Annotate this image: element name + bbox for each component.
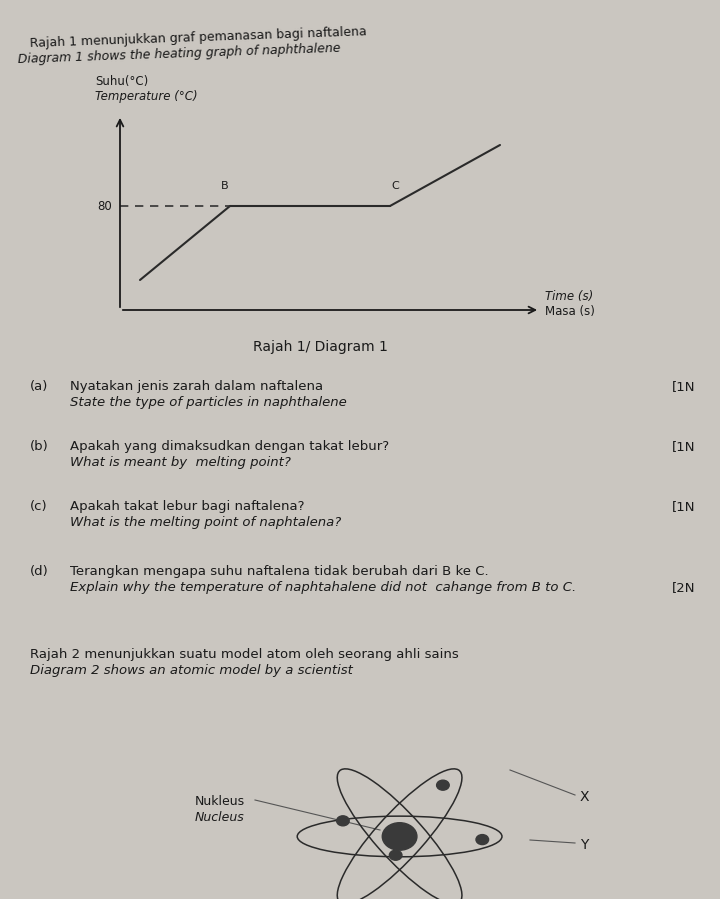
Text: Nukleus: Nukleus: [195, 795, 245, 808]
Text: (b): (b): [30, 440, 49, 453]
Text: State the type of particles in naphthalene: State the type of particles in naphthale…: [70, 396, 347, 409]
Text: What is the melting point of naphtalena?: What is the melting point of naphtalena?: [70, 516, 341, 529]
Text: [1N: [1N: [672, 380, 695, 393]
Circle shape: [436, 780, 449, 790]
Text: [1N: [1N: [672, 440, 695, 453]
Text: 80: 80: [97, 200, 112, 212]
Text: Time (s): Time (s): [545, 290, 593, 303]
Text: B: B: [221, 181, 229, 191]
Text: Terangkan mengapa suhu naftalena tidak berubah dari B ke C.: Terangkan mengapa suhu naftalena tidak b…: [70, 565, 489, 578]
Circle shape: [382, 823, 417, 850]
Text: Rajah 2 menunjukkan suatu model atom oleh seorang ahli sains: Rajah 2 menunjukkan suatu model atom ole…: [30, 648, 459, 661]
Text: Y: Y: [580, 838, 588, 852]
Text: Temperature (°C): Temperature (°C): [95, 90, 197, 103]
Text: [1N: [1N: [672, 500, 695, 513]
Text: Diagram 2 shows an atomic model by a scientist: Diagram 2 shows an atomic model by a sci…: [30, 664, 353, 677]
Text: Diagram 1 shows the heating graph of naphthalene: Diagram 1 shows the heating graph of nap…: [18, 42, 341, 67]
Text: Apakah takat lebur bagi naftalena?: Apakah takat lebur bagi naftalena?: [70, 500, 305, 513]
Text: Explain why the temperature of naphtahalene did not  cahange from B to C.: Explain why the temperature of naphtahal…: [70, 581, 576, 594]
Text: What is meant by  melting point?: What is meant by melting point?: [70, 456, 291, 469]
Text: Apakah yang dimaksudkan dengan takat lebur?: Apakah yang dimaksudkan dengan takat leb…: [70, 440, 389, 453]
Text: Masa (s): Masa (s): [545, 305, 595, 318]
Circle shape: [476, 834, 489, 844]
Text: Rajah 1 menunjukkan graf pemanasan bagi naftalena: Rajah 1 menunjukkan graf pemanasan bagi …: [30, 25, 367, 49]
Text: (c): (c): [30, 500, 48, 513]
Circle shape: [337, 815, 349, 826]
Text: Nyatakan jenis zarah dalam naftalena: Nyatakan jenis zarah dalam naftalena: [70, 380, 323, 393]
Text: (a): (a): [30, 380, 48, 393]
Text: X: X: [580, 790, 590, 804]
Text: Nucleus: Nucleus: [195, 811, 245, 824]
Text: Rajah 1/ Diagram 1: Rajah 1/ Diagram 1: [253, 340, 387, 354]
Text: Suhu(°C): Suhu(°C): [95, 75, 148, 88]
Circle shape: [390, 850, 402, 860]
Text: [2N: [2N: [672, 581, 695, 594]
Text: (d): (d): [30, 565, 49, 578]
Text: C: C: [391, 181, 399, 191]
